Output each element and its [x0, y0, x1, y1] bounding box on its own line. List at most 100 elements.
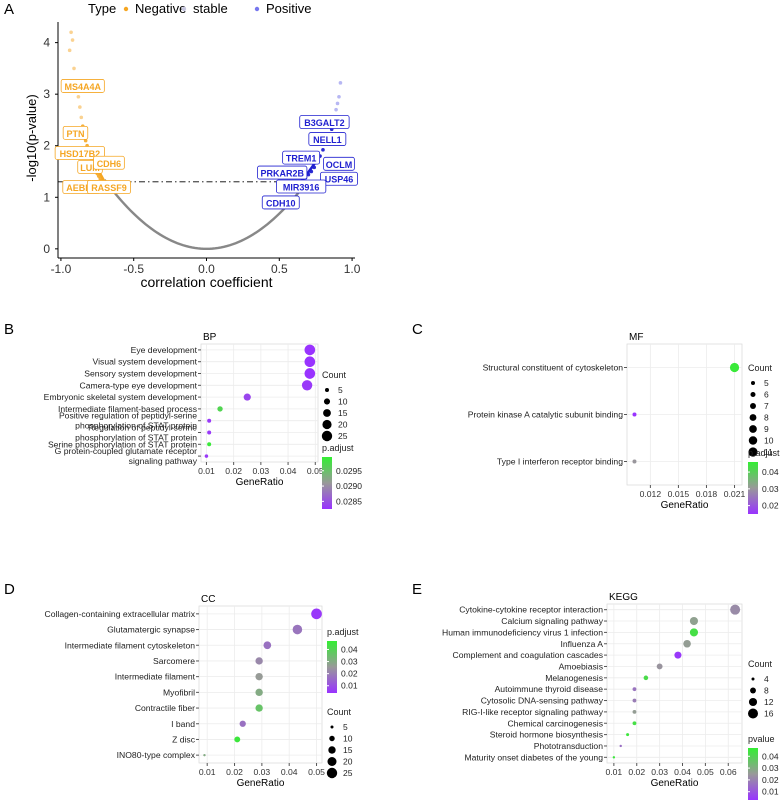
x-tick-label: 0.04	[674, 767, 691, 777]
count-legend-dot	[322, 419, 332, 430]
gene-label-text: B3GALT2	[304, 118, 344, 128]
count-legend-dot	[750, 687, 756, 694]
dot-point	[656, 663, 663, 670]
gene-label-rassf9: RASSF9	[86, 180, 131, 194]
plot-frame	[606, 603, 743, 764]
gene-label-text: PRKAR2B	[260, 169, 304, 179]
dot-point	[255, 672, 263, 681]
gene-label-text: RASSF9	[91, 183, 127, 193]
color-legend-label: 0.02	[762, 501, 779, 511]
legend-title: Type	[88, 1, 116, 16]
category-label: Steroid hormone biosynthesis	[490, 730, 603, 740]
gene-label-box	[93, 155, 125, 170]
count-legend-dot	[328, 746, 336, 754]
panel-title-c: MF	[629, 332, 643, 343]
dot-point	[255, 657, 263, 665]
x-tick-label: 0.03	[651, 767, 668, 777]
count-legend-label: 11	[764, 447, 773, 457]
category-label: phosphorylation of STAT protein	[75, 421, 197, 431]
category-label: Intermediate filament	[115, 672, 196, 682]
dot-point	[632, 721, 637, 726]
color-legend-label: 0.01	[341, 681, 358, 691]
category-label: Camera-type eye development	[79, 380, 197, 390]
dot-point	[689, 628, 699, 637]
x-tick-label: 0.012	[640, 489, 662, 499]
count-legend-dot	[323, 398, 331, 405]
gene-label-box	[54, 146, 105, 160]
count-legend-label: 15	[343, 745, 353, 755]
category-label: Sensory system development	[84, 369, 197, 379]
dot-point	[243, 393, 251, 401]
x-tick-label: 0.02	[226, 767, 243, 777]
count-legend-dot	[326, 767, 338, 779]
x-tick-label: 0.02	[628, 767, 645, 777]
dot-point	[301, 380, 313, 391]
category-label: Regulation of peptidyl-serine	[88, 423, 197, 433]
x-axis-title: GeneRatio	[651, 778, 699, 789]
gene-label-box	[86, 180, 131, 194]
count-legend-title: Count	[748, 659, 773, 669]
gene-label-oclm: OCLM	[323, 156, 355, 171]
count-legend-dot	[323, 409, 331, 417]
count-legend-label: 8	[764, 413, 769, 423]
x-tick-label: 0.05	[307, 466, 324, 476]
count-legend-dot	[750, 391, 756, 398]
dot-point	[304, 356, 316, 368]
color-legend-title: p.adjust	[327, 627, 359, 637]
gene-label-box	[60, 79, 105, 93]
count-legend-label: 9	[764, 424, 769, 434]
dot-point	[632, 412, 637, 417]
x-tick-label: 0.021	[724, 489, 746, 499]
color-legend-bar	[322, 457, 332, 509]
positive-point	[338, 81, 343, 85]
gene-label-mir3916: MIR3916	[276, 179, 327, 194]
count-legend-dot	[748, 697, 758, 707]
dot-point	[632, 709, 637, 714]
panel-letter-a: A	[4, 1, 14, 18]
y-tick-label: 3	[43, 87, 50, 101]
gene-label-text: LUM	[80, 163, 100, 173]
gene-label-nell1: NELL1	[308, 132, 347, 146]
count-legend-dot	[749, 414, 757, 421]
count-legend-label: 20	[338, 420, 348, 430]
gene-label-box	[282, 150, 321, 165]
dot-point	[304, 368, 316, 379]
count-legend-label: 25	[338, 431, 348, 441]
x-tick-label: 0.01	[199, 767, 216, 777]
count-legend-label: 16	[764, 709, 774, 719]
dot-point	[207, 418, 212, 423]
positive-point	[334, 107, 338, 112]
x-tick-label: 0.0	[198, 262, 215, 276]
category-label: G protein-coupled glutamate receptor	[55, 446, 197, 456]
dot-point	[619, 744, 622, 748]
x-tick-label: 0.5	[271, 262, 288, 276]
count-legend-label: 15	[338, 408, 348, 418]
x-tick-label: 0.04	[281, 767, 298, 777]
x-axis-title: correlation coefficient	[140, 274, 272, 290]
x-tick-label: 0.05	[308, 767, 325, 777]
gene-label-text: CDH6	[97, 159, 122, 169]
dot-point	[234, 736, 241, 743]
dot-point	[632, 698, 637, 703]
negative-point	[79, 115, 84, 120]
gene-label-trem1: TREM1	[282, 150, 321, 165]
gene-label-box	[257, 165, 308, 180]
count-legend-dot	[325, 388, 329, 392]
count-legend-label: 5	[764, 378, 769, 388]
gene-label-text: CDH10	[266, 198, 296, 208]
positive-point	[337, 94, 341, 99]
count-legend-label: 5	[343, 722, 348, 732]
panel-letter-b: B	[4, 321, 14, 338]
count-legend-dot	[748, 447, 758, 457]
category-label: Positive regulation of peptidyl-serine	[59, 411, 197, 421]
negative-point	[78, 105, 82, 109]
category-label: phosphorylation of STAT protein	[75, 433, 197, 443]
gene-label-box	[323, 156, 355, 171]
negative-point	[70, 38, 75, 42]
category-label: Cytosolic DNA-sensing pathway	[481, 696, 604, 706]
gene-label-box	[320, 171, 358, 186]
x-tick-label: 0.01	[605, 767, 622, 777]
category-label: Eye development	[131, 345, 198, 355]
y-tick-label: 0	[43, 242, 50, 256]
